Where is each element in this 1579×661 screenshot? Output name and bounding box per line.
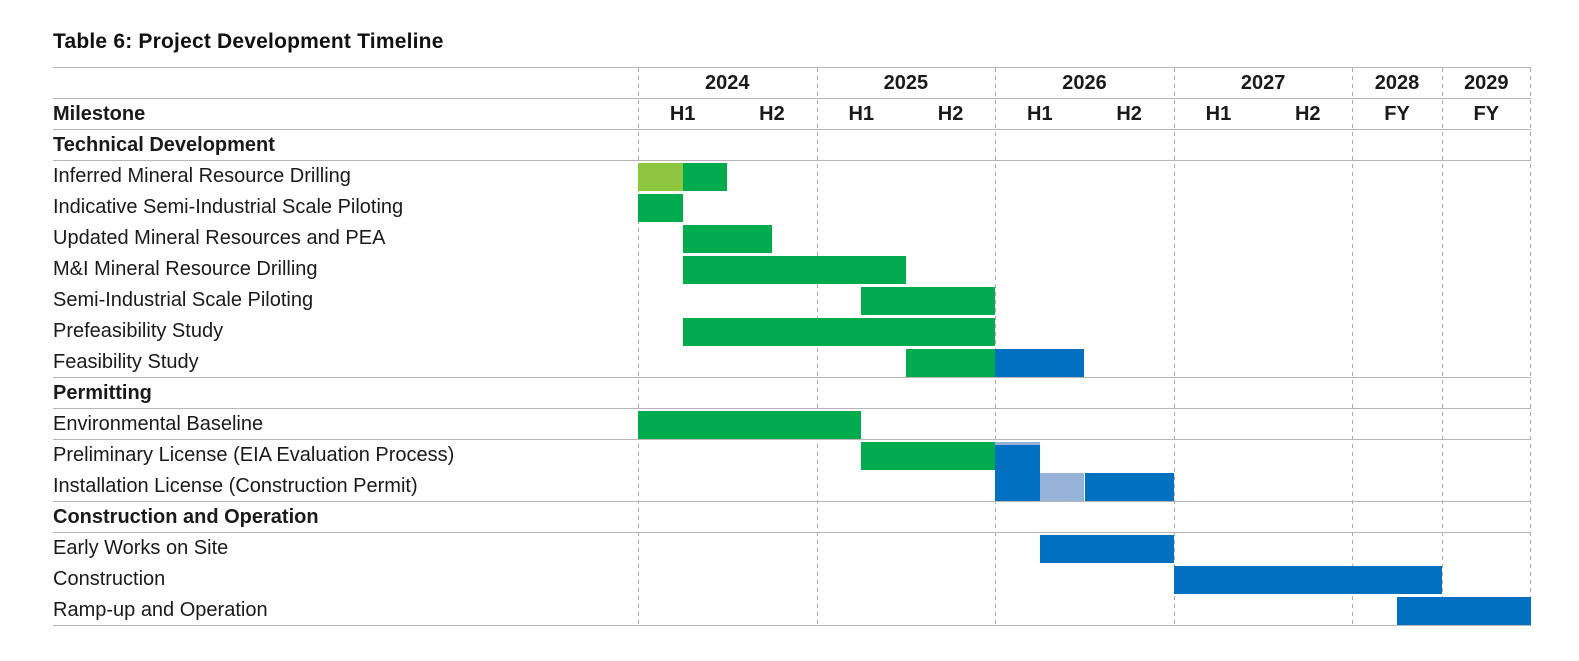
milestone-label: Semi-Industrial Scale Piloting [53, 289, 314, 311]
year-header: 2024 [705, 72, 750, 94]
section-header-track [638, 378, 1531, 408]
milestone-label: Construction [53, 568, 166, 590]
milestone-row: Inferred Mineral Resource Drilling [53, 161, 1531, 192]
gantt-bar [638, 163, 683, 191]
period-header: H2 [937, 103, 964, 125]
section-header-row: Construction and Operation [53, 502, 1531, 533]
milestone-label: Installation License (Construction Permi… [53, 474, 418, 497]
table-title: Table 6: Project Development Timeline [53, 30, 444, 53]
year-header: 2025 [883, 72, 929, 94]
milestone-track [638, 161, 1531, 192]
milestone-track [638, 564, 1531, 595]
gantt-bar [1039, 535, 1174, 563]
year-header: 2026 [1062, 72, 1107, 94]
milestone-label: Ramp-up and Operation [53, 598, 268, 621]
gantt-body: Technical Development Inferred Mineral Re… [53, 130, 1531, 626]
milestone-label: M&I Mineral Resource Drilling [53, 258, 318, 280]
year-header: 2029 [1464, 72, 1509, 94]
gantt-table: 2024 2025 2026 2027 2028 2029 Milestone H1 H2 H… [53, 67, 1531, 626]
gantt-bar [861, 287, 996, 315]
gantt-bar [995, 442, 1040, 471]
section-header-track [638, 502, 1531, 532]
period-header: H1 [669, 103, 696, 125]
milestone-row: Feasibility Study [53, 347, 1531, 378]
gantt-bar [1084, 473, 1174, 501]
period-header: H2 [759, 103, 785, 125]
period-header: FY [1473, 103, 1500, 125]
period-header: H1 [848, 103, 875, 125]
milestone-column-header: Milestone [53, 102, 146, 125]
gantt-bar [682, 256, 906, 284]
section-header-row: Technical Development [53, 130, 1531, 161]
period-header: FY [1384, 103, 1410, 125]
milestone-label: Preliminary License (EIA Evaluation Proc… [53, 444, 455, 466]
milestone-label: Early Works on Site [53, 537, 229, 559]
gantt-bar-cap [995, 442, 1040, 445]
gantt-bar [1173, 566, 1442, 594]
milestone-row: Semi-Industrial Scale Piloting [53, 285, 1531, 316]
gantt-bar [995, 471, 1040, 501]
milestone-row: Construction [53, 564, 1531, 595]
milestone-label: Inferred Mineral Resource Drilling [53, 165, 351, 187]
milestone-row: M&I Mineral Resource Drilling [53, 254, 1531, 285]
milestone-track [638, 409, 1531, 439]
period-header: H2 [1116, 103, 1142, 125]
section-header-row: Permitting [53, 378, 1531, 409]
gantt-bar [1039, 473, 1085, 501]
milestone-row: Updated Mineral Resources and PEA [53, 223, 1531, 254]
milestone-row: Installation License (Construction Permi… [53, 471, 1531, 502]
milestone-track [638, 533, 1531, 564]
milestone-row: Ramp-up and Operation [53, 595, 1531, 626]
milestone-track [638, 192, 1531, 223]
gantt-bar [905, 349, 996, 377]
milestone-track [638, 316, 1531, 347]
year-header: 2028 [1374, 72, 1420, 94]
gantt-bar [682, 225, 772, 253]
year-header: 2027 [1240, 72, 1286, 94]
year-header-track: 2024 2025 2026 2027 2028 2029 [638, 68, 1531, 98]
milestone-label: Feasibility Study [53, 350, 199, 373]
column-header-row: Milestone H1 H2 H1 H2 H1 H2 H1 H2 FY FY [53, 99, 1531, 130]
milestone-label: Prefeasibility Study [53, 320, 224, 342]
gantt-bar [682, 318, 996, 346]
milestone-track [638, 595, 1531, 625]
gantt-bar [995, 349, 1085, 377]
year-header-row: 2024 2025 2026 2027 2028 2029 [53, 68, 1531, 99]
milestone-row: Environmental Baseline [53, 409, 1531, 440]
period-header: H1 [1205, 103, 1232, 125]
milestone-row: Prefeasibility Study [53, 316, 1531, 347]
gantt-bar [1397, 597, 1531, 625]
section-header-track [638, 130, 1531, 160]
section-header-label: Permitting [53, 381, 152, 404]
milestone-row: Preliminary License (EIA Evaluation Proc… [53, 440, 1531, 471]
period-header: H1 [1027, 103, 1053, 125]
milestone-track [638, 347, 1531, 377]
section-header-label: Technical Development [53, 133, 275, 156]
milestone-track [638, 285, 1531, 316]
milestone-row: Indicative Semi-Industrial Scale Pilotin… [53, 192, 1531, 223]
milestone-label: Environmental Baseline [53, 412, 264, 435]
gantt-bar [638, 411, 862, 439]
milestone-row: Early Works on Site [53, 533, 1531, 564]
period-header-track: H1 H2 H1 H2 H1 H2 H1 H2 FY FY [638, 99, 1531, 129]
gantt-bar [861, 442, 996, 470]
gantt-bar [638, 194, 683, 222]
period-header: H2 [1294, 103, 1321, 125]
milestone-track [638, 223, 1531, 254]
milestone-label: Updated Mineral Resources and PEA [53, 227, 386, 249]
milestone-track [638, 254, 1531, 285]
gantt-bar [682, 163, 728, 191]
milestone-track [638, 440, 1531, 471]
milestone-track [638, 471, 1531, 501]
section-header-label: Construction and Operation [53, 505, 319, 528]
milestone-label: Indicative Semi-Industrial Scale Pilotin… [53, 196, 404, 218]
